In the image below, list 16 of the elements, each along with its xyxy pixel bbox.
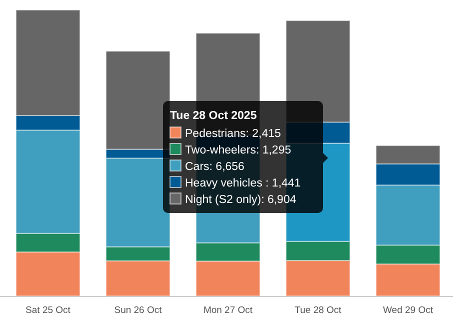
legend-label: Cars	[185, 161, 210, 173]
legend-label: Pedestrians	[185, 128, 246, 140]
x-tick-label: Mon 27 Oct	[203, 305, 253, 316]
x-tick-label: Tue 28 Oct	[294, 305, 342, 316]
annotation: : 1,295	[256, 144, 292, 156]
annotation: Tue 28 Oct 2025	[170, 110, 258, 122]
x-tick-label: Sat 25 Oct	[26, 305, 71, 316]
legend-label: Night (S2 only)	[185, 194, 262, 206]
annotation: : 1,441	[262, 178, 301, 190]
x-tick-label: Wed 29 Oct	[383, 305, 434, 316]
legend-label: Heavy vehicles	[185, 178, 263, 190]
annotation: : 6,656	[209, 161, 244, 173]
legend-label: Two-wheelers	[185, 144, 256, 156]
annotation: : 6,904	[261, 194, 297, 206]
annotation: : 2,415	[246, 128, 281, 140]
x-tick-label: Sun 26 Oct	[114, 305, 162, 316]
